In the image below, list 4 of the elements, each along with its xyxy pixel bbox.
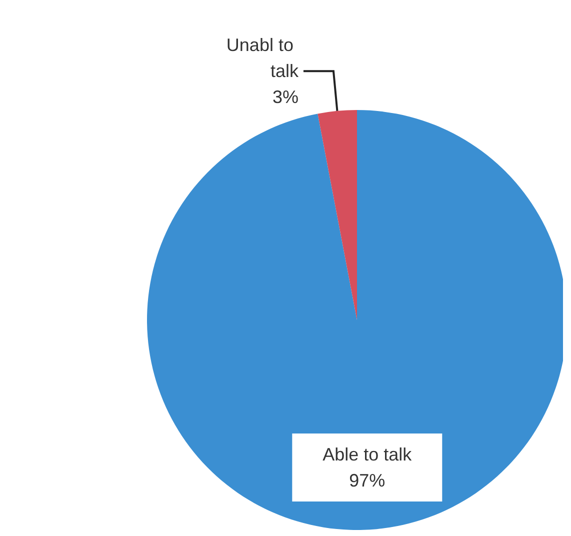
data-label: 97% <box>349 470 386 491</box>
slice-label: Unabl to talk <box>226 35 300 82</box>
slice-label: Able to talk <box>322 444 413 465</box>
data-label: 3% <box>272 87 298 108</box>
